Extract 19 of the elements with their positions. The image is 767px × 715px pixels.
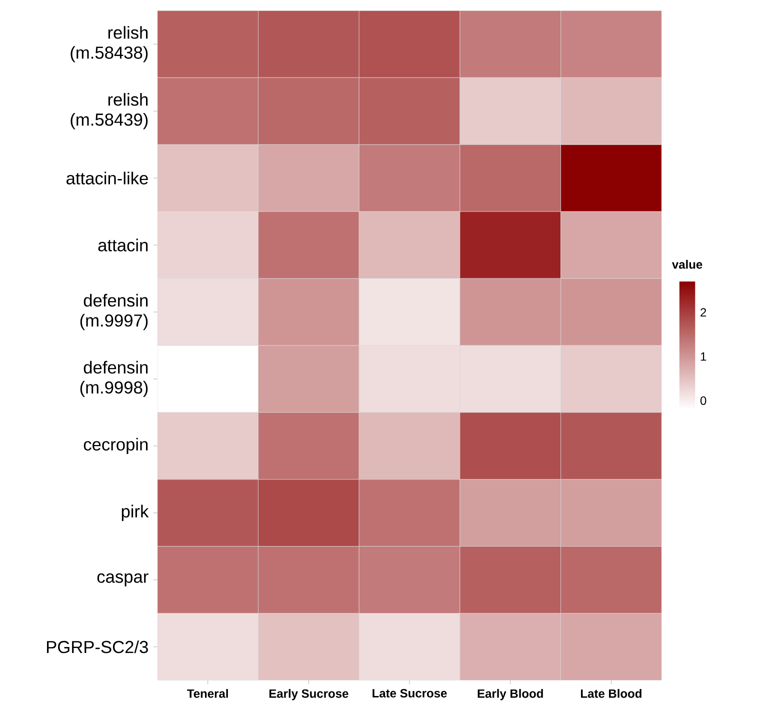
y-tick-label: pirk [122,504,149,521]
x-tick-label: Teneral [187,689,228,698]
y-tick-label: attacin-like [66,172,148,184]
y-tick-label: defensin (m.9997) [80,294,148,330]
x-tick-label: Early Blood [478,689,543,700]
y-tick-label: cecropin [84,438,148,454]
y-tick-label: relish (m.58439) [70,93,148,130]
color-bar-label: 1 [700,352,706,361]
x-tick-label: Late Blood [580,689,642,698]
y-tick-label: attacin [98,238,148,252]
color-bar-title: value [672,260,702,269]
color-bar-label: 2 [700,308,706,317]
x-tick-label: Late Sucrose [372,689,447,698]
y-tick-label: relish (m.58438) [70,26,148,62]
y-tick-label: caspar [97,573,148,586]
y-tick-label: PGRP-SC2/3 [47,640,148,654]
color-bar-label: 0 [700,396,706,405]
y-tick-label: defensin (m.9998) [80,360,148,398]
x-tick-label: Early Sucrose [269,689,348,700]
